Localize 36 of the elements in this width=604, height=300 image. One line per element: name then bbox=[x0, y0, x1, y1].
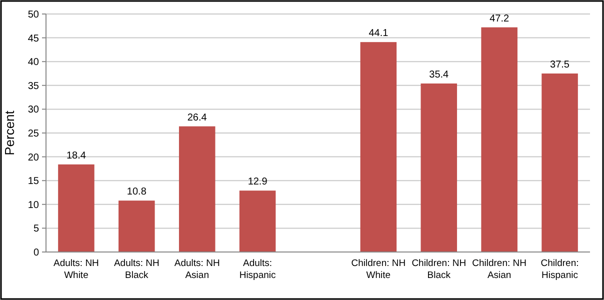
x-tick-label: Adults: NH Black bbox=[114, 258, 160, 281]
y-axis-title: Percent bbox=[2, 110, 17, 156]
data-label: 44.1 bbox=[368, 28, 389, 40]
y-tick-label: 30 bbox=[28, 104, 40, 116]
x-tick-label: Children: Hispanic bbox=[540, 258, 579, 281]
data-label: 18.4 bbox=[66, 150, 86, 162]
x-tick-label: Adults: Hispanic bbox=[239, 258, 276, 281]
bar bbox=[118, 200, 155, 252]
bar bbox=[481, 27, 518, 252]
bar bbox=[420, 83, 458, 252]
bar bbox=[239, 190, 276, 252]
y-tick-label: 25 bbox=[28, 128, 40, 140]
data-label: 37.5 bbox=[550, 60, 570, 70]
data-label: 12.9 bbox=[248, 176, 268, 188]
data-label: 47.2 bbox=[490, 13, 510, 24]
bar bbox=[542, 74, 578, 252]
bar bbox=[178, 126, 216, 252]
data-label: 10.8 bbox=[126, 186, 147, 198]
y-tick-label: 15 bbox=[28, 176, 40, 188]
x-tick-label: Children: NH Black bbox=[412, 258, 466, 281]
data-label: 26.4 bbox=[187, 112, 208, 124]
x-tick-label: Children: NH Asian bbox=[472, 258, 527, 281]
y-tick-label: 5 bbox=[33, 224, 40, 235]
data-label: 35.4 bbox=[429, 69, 450, 80]
y-tick-label: 0 bbox=[33, 248, 40, 258]
y-tick-label: 50 bbox=[28, 10, 40, 20]
x-tick-label: Adults: NH Asian bbox=[174, 258, 220, 281]
bar bbox=[360, 42, 397, 252]
bar bbox=[58, 164, 94, 252]
y-tick-label: 20 bbox=[28, 152, 40, 164]
y-tick-label: 40 bbox=[28, 57, 40, 68]
x-tick-label: Children: NH White bbox=[351, 258, 406, 281]
y-tick-label: 45 bbox=[28, 33, 40, 44]
y-tick-label: 10 bbox=[28, 200, 40, 211]
x-tick-label: Adults: NH White bbox=[54, 258, 100, 281]
y-tick-label: 35 bbox=[28, 80, 40, 92]
